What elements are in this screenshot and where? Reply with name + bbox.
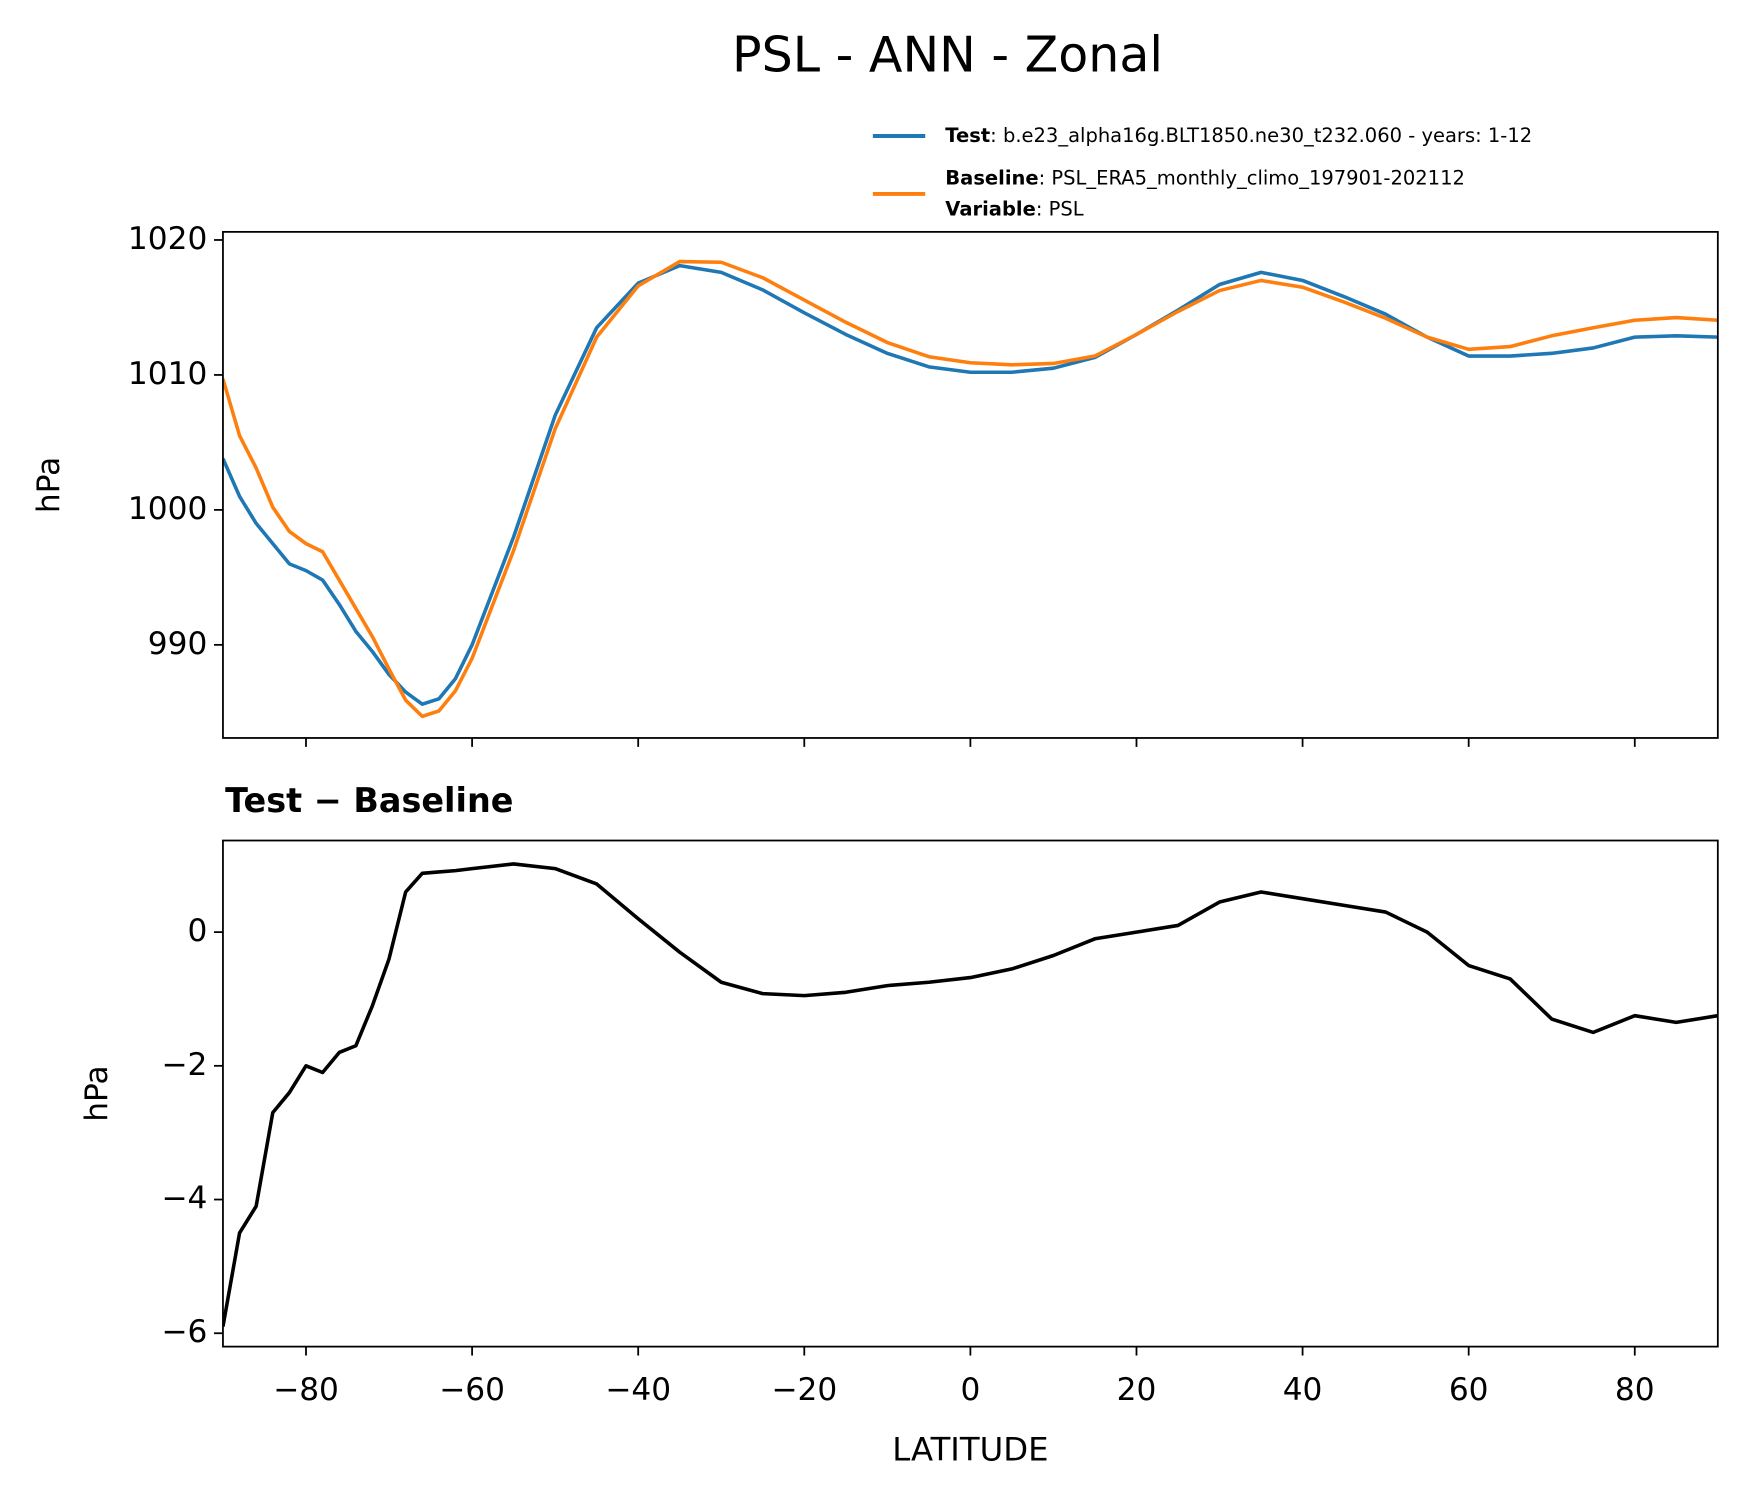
x-tick-label: 60 — [1449, 1372, 1489, 1408]
x-tick-label: 20 — [1117, 1372, 1157, 1408]
x-tick-label: 0 — [960, 1372, 980, 1408]
legend-entry: Variable: PSL — [945, 197, 1083, 220]
x-tick-label: −60 — [439, 1372, 505, 1408]
y-tick-label: 1020 — [128, 221, 207, 257]
y-tick-label: 1010 — [128, 356, 207, 392]
legend-description: : b.e23_alpha16g.BLT1850.ne30_t232.060 -… — [990, 124, 1532, 147]
legend-entry: Baseline: PSL_ERA5_monthly_climo_197901-… — [945, 166, 1465, 189]
x-tick-label: 80 — [1615, 1372, 1655, 1408]
x-axis-label: LATITUDE — [892, 1430, 1048, 1468]
y-tick-label: 990 — [148, 626, 208, 662]
legend-name: Test — [945, 124, 990, 147]
legend-name: Variable — [945, 197, 1036, 220]
legend-entry: Test: b.e23_alpha16g.BLT1850.ne30_t232.0… — [945, 124, 1532, 147]
y-tick-label: 0 — [187, 913, 207, 949]
y-tick-label: −4 — [161, 1181, 207, 1217]
x-tick-label: 40 — [1283, 1372, 1323, 1408]
legend-name: Baseline — [945, 166, 1038, 189]
y-tick-label: 1000 — [128, 491, 207, 527]
data-line — [222, 862, 1718, 1327]
figure-title: PSL - ANN - Zonal — [732, 25, 1163, 83]
x-tick-label: −20 — [771, 1372, 837, 1408]
y-axis-label: hPa — [79, 1065, 115, 1121]
legend-description: : PSL — [1036, 197, 1084, 220]
data-line — [222, 263, 1718, 707]
x-tick-label: −80 — [273, 1372, 339, 1408]
legend-description: : PSL_ERA5_monthly_climo_197901-202112 — [1039, 166, 1465, 189]
y-tick-label: −6 — [161, 1314, 207, 1350]
data-line — [222, 259, 1718, 719]
y-axis-label: hPa — [31, 457, 67, 513]
y-tick-label: −2 — [161, 1047, 207, 1083]
axes-title: Test − Baseline — [225, 781, 513, 820]
x-tick-label: −40 — [605, 1372, 671, 1408]
